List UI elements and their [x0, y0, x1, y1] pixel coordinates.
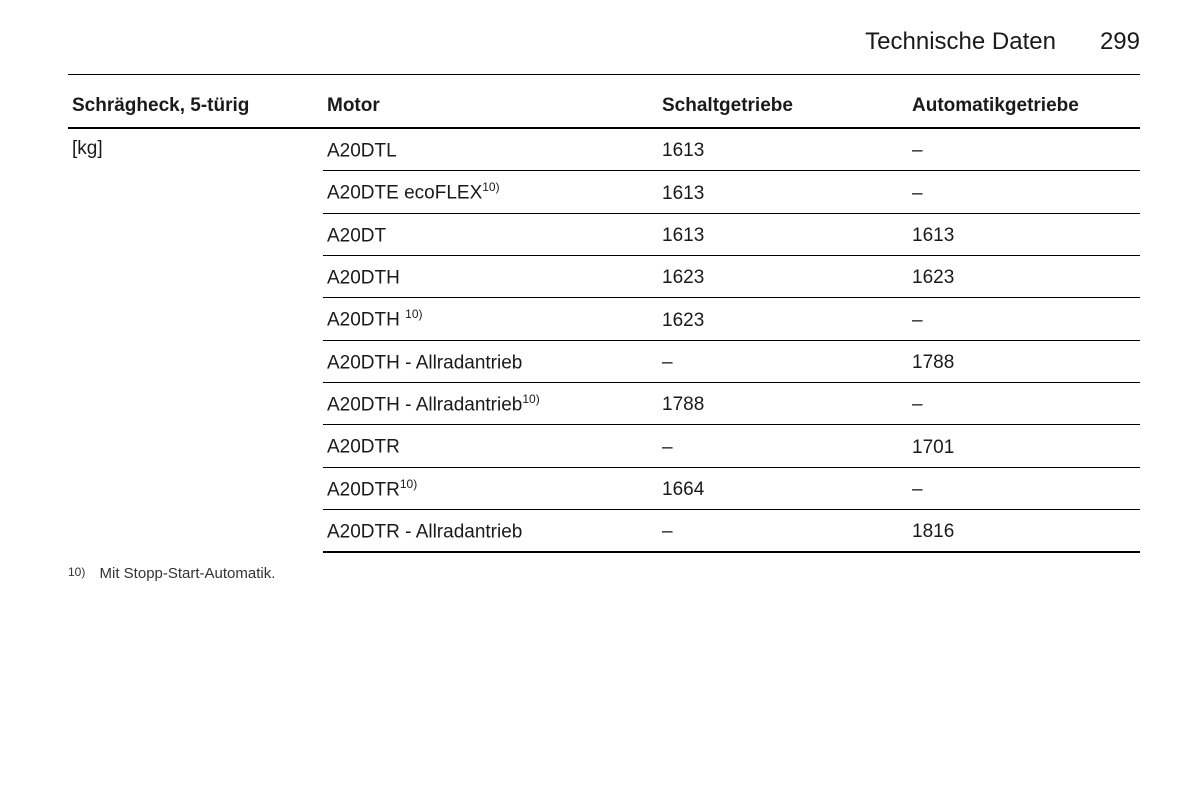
auto-cell: 1816	[908, 509, 1140, 552]
unit-cell: [kg]	[68, 128, 323, 552]
motor-cell: A20DTL	[323, 128, 658, 171]
manual-cell: 1613	[658, 128, 908, 171]
col-header-auto: Automatikgetriebe	[908, 81, 1140, 128]
table-row: [kg] A20DTL 1613 –	[68, 128, 1140, 171]
auto-cell: –	[908, 298, 1140, 340]
motor-cell: A20DTR10)	[323, 467, 658, 509]
col-header-manual: Schaltgetriebe	[658, 81, 908, 128]
auto-cell: –	[908, 382, 1140, 424]
auto-cell: 1623	[908, 255, 1140, 297]
motor-cell: A20DTH - Allradantrieb	[323, 340, 658, 382]
motor-cell: A20DTR	[323, 425, 658, 467]
manual-cell: 1623	[658, 298, 908, 340]
manual-cell: 1788	[658, 382, 908, 424]
page-header: Technische Daten 299	[68, 28, 1140, 75]
motor-cell: A20DTR - Allradantrieb	[323, 509, 658, 552]
section-title: Technische Daten	[865, 28, 1056, 56]
manual-cell: 1664	[658, 467, 908, 509]
motor-cell: A20DT	[323, 213, 658, 255]
motor-cell: A20DTH - Allradantrieb10)	[323, 382, 658, 424]
footnote: 10) Mit Stopp-Start-Automatik.	[68, 565, 1140, 582]
manual-cell: –	[658, 425, 908, 467]
footnote-text: Mit Stopp-Start-Automatik.	[100, 565, 276, 582]
auto-cell: 1788	[908, 340, 1140, 382]
manual-cell: 1613	[658, 171, 908, 213]
manual-cell: –	[658, 340, 908, 382]
auto-cell: –	[908, 128, 1140, 171]
manual-cell: 1613	[658, 213, 908, 255]
auto-cell: –	[908, 171, 1140, 213]
manual-cell: 1623	[658, 255, 908, 297]
motor-cell: A20DTH 10)	[323, 298, 658, 340]
motor-cell: A20DTH	[323, 255, 658, 297]
spec-table: Schrägheck, 5-türig Motor Schaltgetriebe…	[68, 81, 1140, 553]
auto-cell: 1613	[908, 213, 1140, 255]
manual-cell: –	[658, 509, 908, 552]
col-header-motor: Motor	[323, 81, 658, 128]
motor-cell: A20DTE ecoFLEX10)	[323, 171, 658, 213]
auto-cell: –	[908, 467, 1140, 509]
col-header-model: Schrägheck, 5-türig	[68, 81, 323, 128]
footnote-marker: 10)	[68, 565, 85, 579]
table-header-row: Schrägheck, 5-türig Motor Schaltgetriebe…	[68, 81, 1140, 128]
auto-cell: 1701	[908, 425, 1140, 467]
page-number: 299	[1100, 28, 1140, 56]
